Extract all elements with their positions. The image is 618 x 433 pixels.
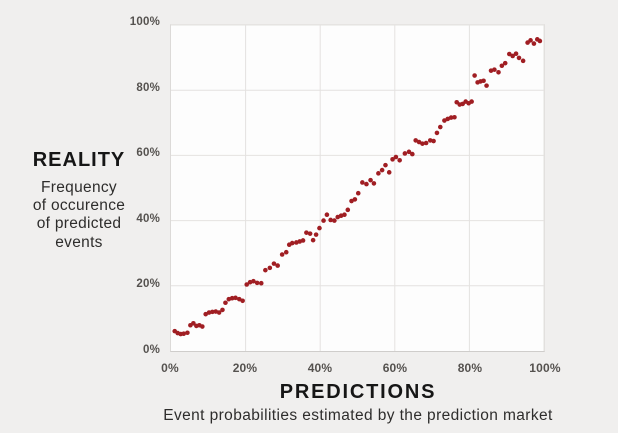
data-point	[233, 295, 238, 301]
data-point	[420, 141, 425, 146]
data-point	[310, 237, 316, 243]
x-tick-label: 80%	[457, 361, 483, 375]
data-point	[313, 232, 319, 237]
x-axis-title: PREDICTIONS	[279, 381, 437, 403]
data-point	[191, 320, 196, 326]
data-point	[216, 310, 222, 315]
data-point	[364, 181, 369, 187]
y-tick-label: 100%	[129, 16, 160, 28]
data-point	[275, 263, 280, 268]
data-point	[324, 212, 330, 218]
y-tick-label: 0%	[142, 344, 160, 356]
data-point	[267, 265, 273, 271]
y-tick-label: 60%	[136, 147, 160, 160]
data-point	[251, 278, 256, 284]
data-point	[223, 300, 228, 306]
x-tick-label: 20%	[232, 361, 258, 375]
data-point	[531, 41, 537, 46]
data-point	[431, 138, 436, 144]
data-point	[220, 307, 225, 313]
data-point	[386, 170, 392, 175]
data-point	[328, 217, 333, 223]
data-point	[258, 280, 264, 286]
data-point	[393, 154, 399, 160]
data-point	[321, 218, 326, 223]
x-tick-label: 0%	[161, 361, 179, 375]
data-point	[537, 38, 543, 44]
data-point	[345, 207, 351, 213]
data-point	[289, 240, 295, 246]
data-point	[307, 231, 313, 236]
data-point	[181, 331, 186, 337]
data-point	[502, 60, 508, 66]
y-tick-label: 80%	[136, 81, 160, 94]
data-point	[492, 67, 497, 72]
data-point	[376, 171, 381, 176]
data-point	[410, 151, 415, 157]
y-axis-title-block: REALITY Frequency of occurence of predic…	[5, 149, 153, 252]
data-point	[352, 197, 358, 202]
data-point	[240, 298, 245, 304]
data-point	[397, 157, 402, 163]
scatter-plot-svg	[171, 25, 544, 351]
data-point	[434, 130, 440, 136]
data-point	[484, 83, 489, 88]
data-point	[360, 180, 365, 185]
x-axis-title-block: PREDICTIONS Event probabilities estimate…	[148, 381, 568, 425]
data-point	[210, 309, 215, 315]
x-axis-subtitle: Event probabilities estimated by the pre…	[163, 407, 553, 424]
data-point	[423, 140, 429, 146]
data-point	[200, 324, 205, 329]
data-point	[279, 252, 285, 257]
data-point	[244, 282, 250, 287]
data-point	[271, 261, 277, 266]
data-point	[383, 162, 388, 168]
data-point	[317, 225, 322, 231]
data-point	[283, 249, 289, 255]
data-point	[185, 330, 190, 336]
data-point	[516, 55, 522, 61]
data-point	[496, 69, 501, 75]
data-point	[481, 78, 486, 84]
data-point	[332, 218, 337, 223]
data-point	[469, 99, 474, 104]
data-point	[448, 115, 454, 120]
data-point	[452, 114, 457, 120]
y-axis-title: REALITY	[32, 149, 126, 171]
data-point	[513, 51, 519, 56]
data-point	[499, 63, 505, 69]
y-tick-label: 40%	[136, 212, 160, 225]
y-tick-label: 20%	[136, 278, 160, 291]
data-point	[229, 295, 235, 301]
data-point	[472, 73, 477, 78]
data-point	[371, 181, 377, 186]
data-point	[254, 280, 260, 286]
x-tick-label: 100%	[529, 361, 561, 375]
y-axis-subtitle-line-1: Frequency	[41, 179, 117, 196]
data-point	[528, 38, 533, 43]
data-point	[402, 151, 408, 156]
x-tick-label: 60%	[382, 361, 408, 375]
plot-area	[170, 24, 545, 352]
data-point	[355, 190, 361, 196]
y-axis-subtitle-line-4: events	[55, 233, 103, 251]
data-point	[300, 238, 306, 243]
data-point	[342, 212, 347, 218]
data-point	[263, 267, 268, 273]
data-point	[390, 157, 395, 162]
data-point	[368, 177, 373, 183]
y-axis-subtitle-line-3: of predicted	[36, 215, 122, 233]
data-point	[438, 124, 443, 130]
data-point	[304, 230, 309, 235]
data-point	[379, 167, 385, 173]
y-axis-subtitle-line-2: of occurence	[32, 197, 126, 215]
data-point	[520, 58, 526, 64]
x-tick-label: 40%	[307, 361, 333, 375]
data-point	[507, 51, 512, 57]
data-point	[406, 149, 412, 155]
data-point	[510, 53, 515, 59]
